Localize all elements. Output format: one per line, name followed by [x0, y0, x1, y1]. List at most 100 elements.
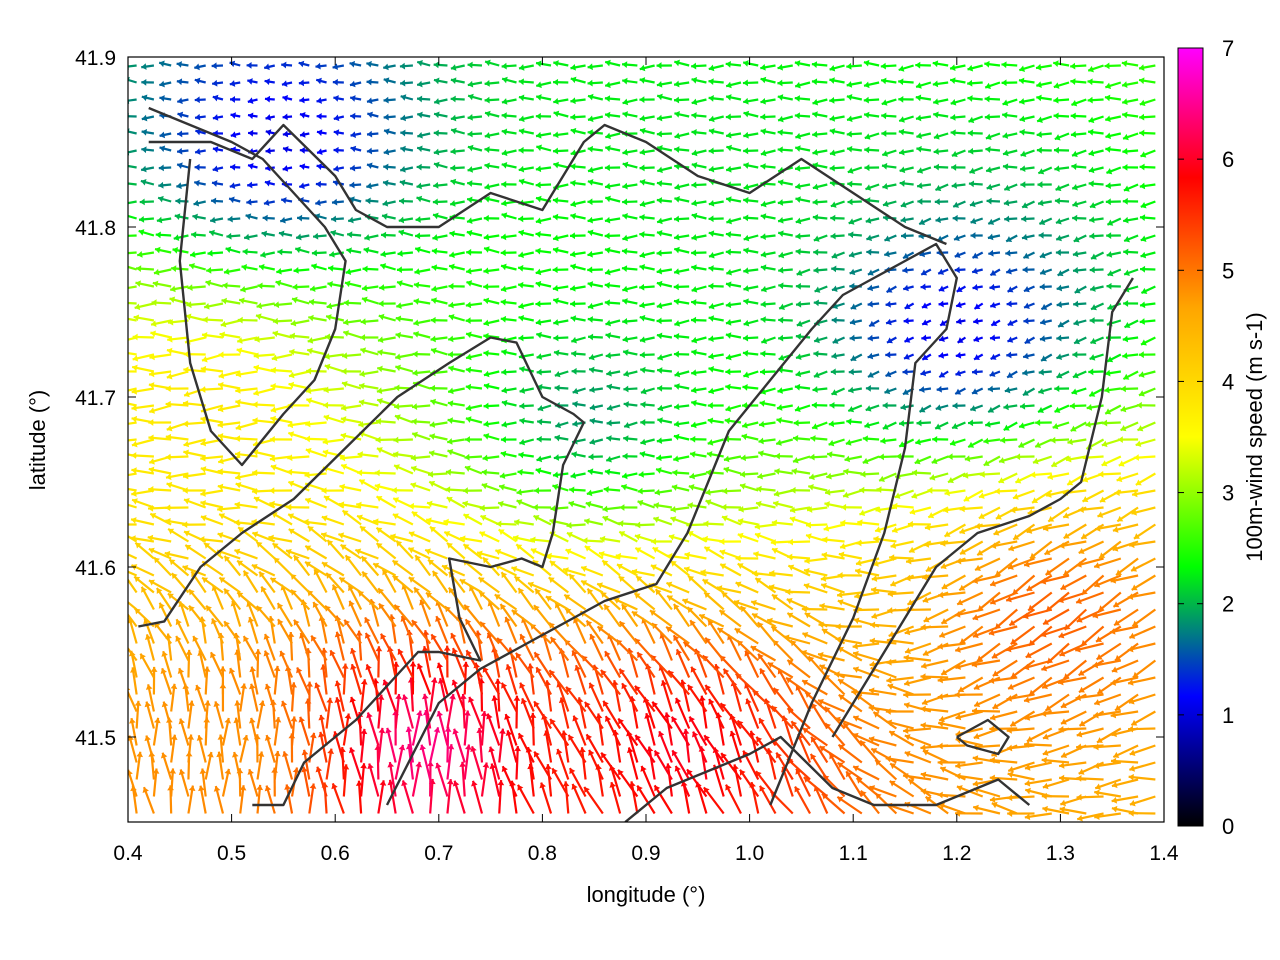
wind-vector-head	[219, 577, 226, 584]
wind-vector	[704, 684, 725, 713]
wind-vector-head	[890, 763, 897, 770]
wind-vector	[349, 747, 363, 780]
wind-vector	[128, 351, 137, 356]
wind-vector-head	[597, 582, 603, 589]
wind-vector	[585, 733, 604, 764]
wind-vector-head	[235, 387, 241, 394]
wind-vector-head	[605, 332, 612, 339]
wind-vector-head	[920, 705, 926, 713]
wind-vector-head	[392, 661, 400, 667]
wind-vector-head	[272, 543, 279, 550]
wind-vector-head	[955, 351, 962, 359]
wind-vector	[368, 763, 380, 797]
wind-vector-head	[994, 487, 1000, 495]
wind-vector-head	[136, 751, 144, 758]
wind-vector-head	[224, 768, 232, 775]
wind-vector-head	[939, 335, 945, 343]
wind-vector-head	[572, 420, 578, 428]
wind-vector-head	[725, 383, 731, 391]
wind-vector-head	[1115, 704, 1122, 711]
wind-vector-head	[247, 617, 255, 623]
wind-vector-head	[447, 448, 454, 456]
wind-vector-head	[218, 351, 224, 359]
wind-vector-head	[189, 605, 195, 612]
wind-vector-head	[185, 313, 192, 321]
wind-vector	[128, 503, 137, 509]
wind-vector-head	[1101, 440, 1108, 448]
wind-vector-head	[602, 505, 608, 513]
wind-vector-head	[674, 320, 681, 327]
wind-vector	[617, 769, 639, 798]
wind-vector-head	[640, 401, 646, 409]
wind-vector-head	[165, 504, 171, 512]
wind-vector-head	[975, 564, 981, 572]
wind-vector-head	[1081, 639, 1088, 646]
wind-vector	[795, 684, 812, 713]
wind-vector-head	[1038, 406, 1044, 413]
wind-vector-head	[720, 563, 727, 570]
wind-vector-head	[606, 435, 612, 442]
wind-vector-head	[170, 734, 178, 741]
wind-vector-head	[758, 437, 764, 445]
wind-vector-head	[483, 433, 490, 440]
wind-vector-head	[120, 250, 125, 257]
wind-vector-head	[568, 500, 575, 508]
wind-vector-head	[742, 402, 748, 409]
wind-vector-head	[168, 528, 175, 535]
wind-vector	[627, 747, 639, 780]
wind-vector-head	[978, 492, 985, 499]
wind-vector	[342, 713, 350, 746]
wind-vector-head	[844, 455, 851, 463]
wind-vector-head	[640, 419, 646, 426]
wind-vector-head	[1063, 532, 1070, 539]
wind-vector-head	[1078, 506, 1084, 513]
wind-vector	[435, 762, 449, 797]
wind-vector	[564, 781, 570, 814]
wind-vector-head	[380, 633, 387, 640]
wind-vector-head	[927, 487, 933, 494]
wind-vector-head	[445, 468, 452, 476]
wind-vector-head	[448, 313, 455, 321]
wind-vector-head	[814, 336, 820, 344]
wind-vector-head	[963, 495, 970, 502]
wind-vector-head	[922, 698, 928, 706]
wind-vector-head	[837, 796, 844, 803]
wind-vector-head	[1059, 650, 1066, 657]
wind-vector	[636, 651, 656, 679]
wind-vector-head	[1109, 628, 1116, 635]
wind-vector-head	[920, 673, 926, 681]
wind-vector	[360, 679, 366, 712]
wind-vector-head	[604, 716, 612, 723]
wind-vector-head	[850, 355, 857, 362]
wind-vector-head	[513, 695, 521, 701]
wind-vector-head	[640, 438, 647, 446]
wind-vector	[818, 745, 846, 764]
wind-vector-head	[390, 533, 396, 541]
wind-vector-head	[838, 551, 845, 559]
wind-vector-head	[928, 512, 935, 519]
wind-vector-head	[1112, 526, 1119, 533]
wind-vector-head	[725, 353, 732, 361]
wind-vector-head	[1067, 438, 1073, 446]
wind-vector-head	[1110, 711, 1117, 719]
wind-vector-head	[990, 542, 997, 549]
wind-vector	[128, 613, 138, 628]
wind-vector-head	[606, 419, 612, 427]
wind-vector-head	[869, 687, 875, 695]
wind-vector-head	[903, 654, 909, 662]
wind-vector-head	[771, 626, 778, 633]
wind-vector-head	[572, 400, 578, 408]
wind-vector-head	[584, 518, 590, 525]
wind-vector-head	[988, 677, 995, 684]
wind-vector-head	[436, 662, 444, 669]
wind-vector-head	[249, 666, 257, 673]
wind-vector-head	[419, 744, 427, 751]
wind-vector-head	[639, 336, 646, 343]
wind-vector-head	[256, 541, 263, 548]
wind-vector-head	[1015, 453, 1021, 461]
wind-vector-head	[560, 730, 568, 736]
wind-vector-head	[394, 403, 400, 410]
wind-vector-head	[831, 316, 837, 324]
wind-vector-head	[382, 569, 389, 576]
wind-vector-head	[670, 516, 677, 523]
